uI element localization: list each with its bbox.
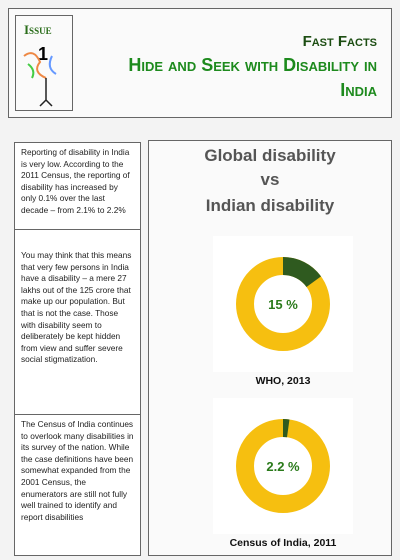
chart-caption: Census of India, 2011 (230, 537, 337, 549)
stick-figure (39, 78, 53, 107)
panel-title: vs (261, 170, 280, 189)
issue-number: 1 (38, 44, 49, 64)
panel-title: Indian disability (206, 196, 335, 215)
comparison: Global disability vs Indian disability 1… (204, 146, 353, 549)
panel-title: Global disability (204, 146, 336, 165)
scribble (27, 63, 35, 79)
paragraph: The Census of India continues to overloo… (14, 414, 141, 556)
donut-slice (283, 257, 322, 287)
paragraph: You may think that this means that very … (14, 229, 141, 415)
title: Hide and Seek with Disability in India (128, 55, 377, 100)
value-label: 2.2 % (266, 459, 300, 474)
chart-caption: WHO, 2013 (256, 375, 311, 387)
scribble (23, 52, 47, 79)
header: Issue 1 Fast Facts Hide and Seek with Di… (8, 8, 392, 118)
donut-slice (283, 419, 290, 438)
kicker: Fast Facts (302, 33, 377, 50)
sidebar: Reporting of disability in India is very… (14, 142, 141, 556)
issue-box: Issue 1 (15, 15, 73, 111)
issue-figure (23, 52, 57, 107)
comparison-panel: Global disability vs Indian disability 1… (148, 140, 392, 556)
value-label: 15 % (268, 297, 298, 312)
issue-label: Issue (24, 22, 52, 37)
scribble (48, 55, 57, 75)
paragraph: Reporting of disability in India is very… (14, 142, 141, 230)
